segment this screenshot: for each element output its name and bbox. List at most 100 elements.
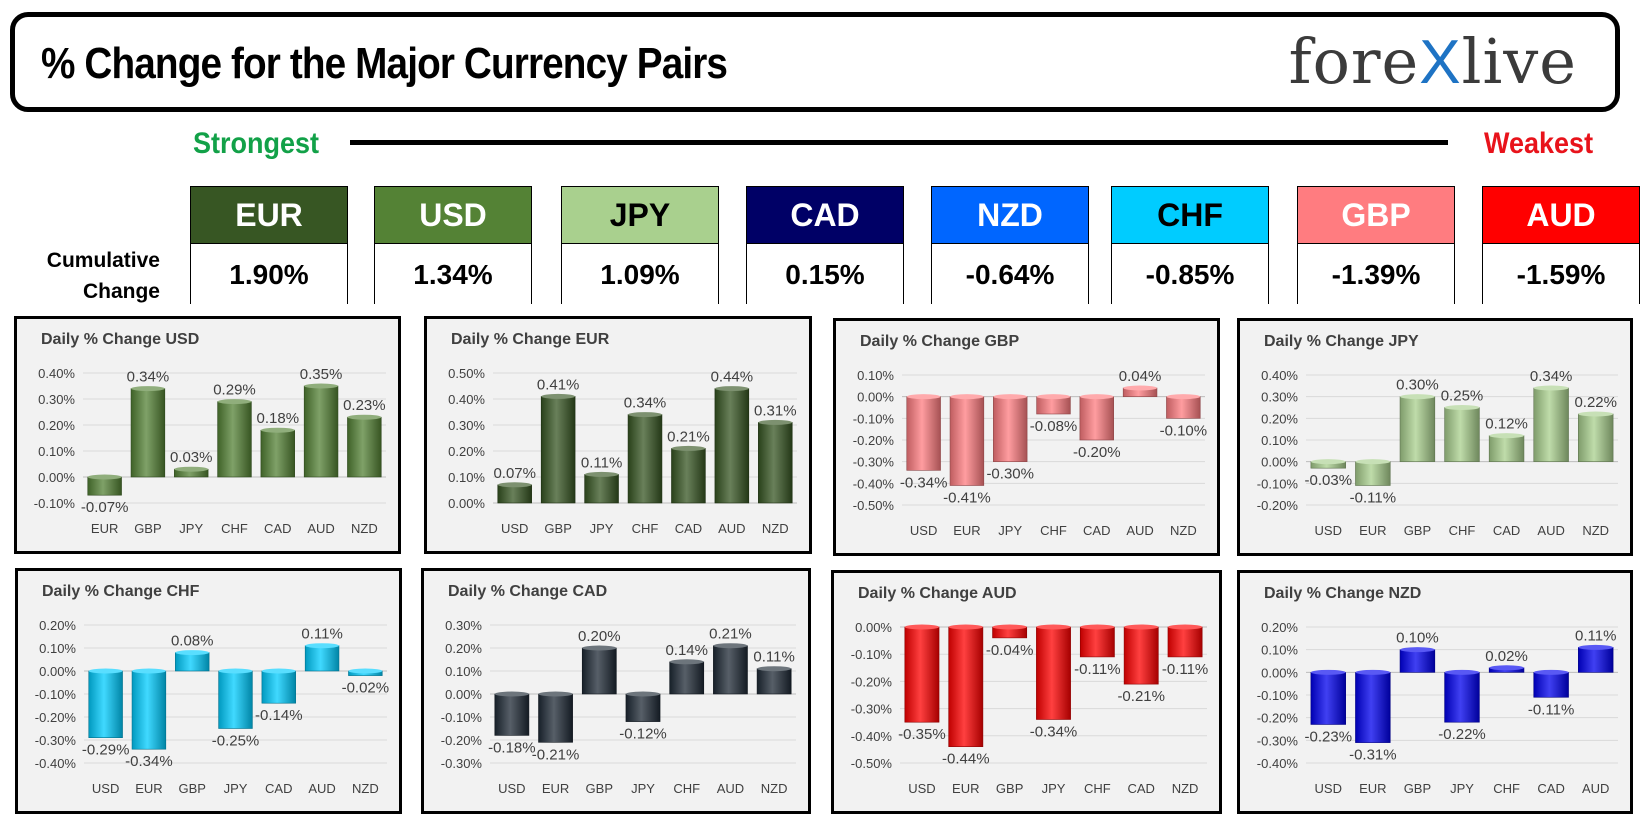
y-tick-label: 0.20% — [448, 444, 485, 459]
y-tick-label: -0.30% — [853, 455, 895, 470]
logo-x-mark: X — [1419, 28, 1462, 97]
data-label: -0.11% — [1350, 490, 1396, 507]
data-label: -0.25% — [212, 733, 260, 750]
bar-cap — [88, 668, 123, 674]
bar-cap — [1080, 624, 1115, 630]
y-tick-label: -0.50% — [851, 756, 893, 771]
data-label: -0.18% — [488, 739, 536, 756]
bar-jpy — [218, 670, 253, 729]
y-tick-label: 0.20% — [1261, 411, 1298, 426]
cumulative-change-value: 1.09% — [562, 244, 718, 304]
chart-title: Daily % Change EUR — [451, 331, 610, 348]
x-tick-label: CAD — [265, 781, 292, 796]
x-tick-label: GBP — [544, 521, 571, 536]
chart-panel-nzd: Daily % Change NZD -0.40% -0.30% -0.20% -0.1… — [1237, 570, 1633, 814]
data-label: -0.11% — [1074, 661, 1120, 678]
bar-chart: Daily % Change GBP -0.50% -0.40% -0.30% -0.2… — [836, 321, 1217, 553]
bar-cap — [497, 482, 532, 488]
y-tick-label: -0.20% — [441, 733, 483, 748]
bar-aud — [1578, 647, 1614, 673]
y-tick-label: 0.50% — [448, 366, 485, 381]
bar-cap — [1533, 385, 1569, 391]
x-tick-label: GBP — [586, 781, 613, 796]
data-label: 0.11% — [1575, 627, 1616, 644]
x-tick-label: CHF — [1084, 781, 1111, 796]
bar-cap — [671, 445, 706, 451]
x-tick-label: AUD — [1537, 523, 1564, 538]
y-tick-label: -0.20% — [1257, 711, 1299, 726]
bar-nzd — [756, 668, 792, 695]
data-label: -0.08% — [1030, 418, 1078, 435]
y-tick-label: 0.20% — [39, 618, 76, 633]
y-tick-label: -0.30% — [441, 756, 483, 771]
y-tick-label: 0.10% — [1261, 643, 1298, 658]
cumulative-change-value: 1.90% — [191, 244, 347, 304]
bar-usd — [494, 693, 530, 736]
x-tick-label: GBP — [178, 781, 205, 796]
y-tick-label: 0.00% — [445, 687, 482, 702]
data-label: 0.44% — [711, 369, 754, 386]
x-tick-label: EUR — [1359, 523, 1386, 538]
chart-panel-aud: Daily % Change AUD -0.50% -0.40% -0.30% -0.2… — [831, 570, 1222, 814]
x-tick-label: JPY — [1042, 781, 1066, 796]
y-tick-label: 0.10% — [38, 444, 75, 459]
bar-cap — [948, 624, 983, 630]
currency-name: CHF — [1112, 187, 1268, 244]
bar-eur — [131, 670, 167, 750]
x-tick-label: EUR — [91, 521, 118, 536]
data-label: -0.20% — [1073, 444, 1121, 461]
bar-chf — [1036, 396, 1071, 415]
currency-name: NZD — [932, 187, 1088, 244]
logo-text-right: live — [1461, 25, 1577, 98]
y-tick-label: 0.40% — [1261, 368, 1298, 383]
bar-cap — [669, 659, 704, 665]
bar-gbp — [1399, 649, 1436, 673]
bar-cap — [218, 668, 253, 674]
bar-cap — [131, 386, 165, 392]
bar-cap — [758, 419, 793, 425]
bar-eur — [1355, 461, 1391, 486]
bar-cad — [261, 670, 296, 704]
data-label: 0.08% — [171, 633, 214, 650]
y-tick-label: 0.10% — [1261, 433, 1298, 448]
bar-cad — [260, 429, 295, 478]
bar-jpy — [993, 396, 1028, 462]
data-label: -0.23% — [1305, 728, 1353, 745]
data-label: -0.29% — [82, 742, 130, 759]
bar-gbp — [1399, 396, 1436, 462]
bar-chf — [217, 401, 252, 478]
bar-nzd — [1578, 413, 1614, 462]
data-label: -0.02% — [342, 680, 390, 697]
y-tick-label: 0.20% — [445, 641, 482, 656]
bar-cap — [714, 386, 749, 392]
x-tick-label: USD — [1315, 523, 1342, 538]
currency-box-aud: AUD -1.59% — [1482, 186, 1640, 304]
bar-cap — [1123, 385, 1157, 391]
bar-eur — [948, 626, 984, 747]
bar-chart: Daily % Change CHF -0.40% -0.30% -0.20% -0.1… — [18, 571, 399, 811]
data-label: 0.11% — [581, 454, 622, 471]
bar-eur — [949, 396, 985, 486]
x-tick-label: NZD — [351, 521, 378, 536]
y-tick-label: 0.20% — [1261, 620, 1298, 635]
x-tick-label: AUD — [717, 781, 744, 796]
chart-background — [834, 573, 1219, 811]
data-label: -0.44% — [942, 751, 990, 768]
data-label: -0.34% — [125, 753, 173, 770]
x-tick-label: AUD — [307, 521, 334, 536]
y-tick-label: 0.00% — [857, 390, 894, 405]
chart-panel-eur: Daily % Change EUR 0.00% 0.10% 0.20% 0.30% 0.… — [424, 316, 812, 554]
cumulative-change-value: -0.64% — [932, 244, 1088, 304]
bar-gbp — [130, 388, 166, 478]
currency-name: USD — [375, 187, 531, 244]
header-banner: % Change for the Major Currency Pairs fo… — [10, 12, 1620, 112]
x-tick-label: GBP — [1404, 781, 1431, 796]
bar-cap — [1036, 624, 1071, 630]
data-label: 0.25% — [1441, 388, 1484, 405]
bar-cap — [582, 645, 617, 651]
data-label: -0.21% — [532, 746, 580, 763]
data-label: 0.20% — [578, 628, 621, 645]
bar-cap — [904, 624, 940, 630]
y-tick-label: -0.10% — [441, 710, 483, 725]
x-tick-label: JPY — [590, 521, 614, 536]
